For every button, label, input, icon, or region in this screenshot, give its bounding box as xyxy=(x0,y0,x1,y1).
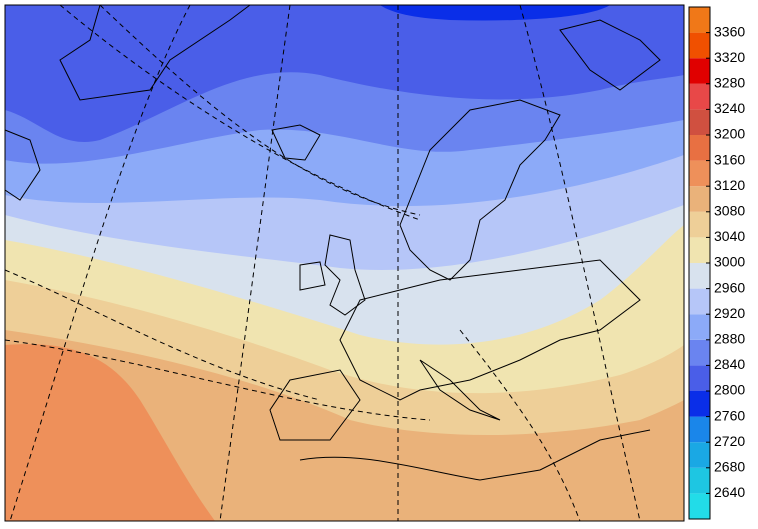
colorbar-label: 2840 xyxy=(714,356,745,372)
band xyxy=(380,5,610,21)
graticule xyxy=(4,4,641,522)
colorbar-box xyxy=(689,339,710,366)
colorbar-box xyxy=(689,493,710,519)
colorbar-box xyxy=(689,135,710,161)
colorbar-box xyxy=(689,237,710,263)
colorbar-box xyxy=(689,160,710,187)
colorbar-label: 3200 xyxy=(714,126,745,142)
colorbar-box xyxy=(689,365,710,391)
colorbar-label: 2720 xyxy=(714,433,745,449)
colorbar-label: 2960 xyxy=(714,279,745,295)
colorbar-label: 2640 xyxy=(714,484,745,500)
colorbar-box xyxy=(689,186,710,212)
colorbar-label: 3160 xyxy=(714,151,745,167)
colorbar-box xyxy=(689,314,710,340)
colorbar-box xyxy=(689,32,710,59)
colorbar-label: 3320 xyxy=(714,49,745,65)
colorbar: 2640 2680 2720 2760 2800 2840 2880 2920 2960 3000… xyxy=(688,6,745,520)
band xyxy=(5,344,215,521)
colorbar-label: 3080 xyxy=(714,203,745,219)
colorbar-box xyxy=(689,416,710,443)
map-border xyxy=(4,4,685,522)
colorbar-box xyxy=(689,288,710,315)
colorbar-label: 3040 xyxy=(714,228,745,244)
band xyxy=(600,455,684,521)
colorbar-box xyxy=(689,467,710,494)
colorbar-box xyxy=(689,211,710,238)
colorbar-box xyxy=(689,7,710,33)
colorbar-label: 3240 xyxy=(714,100,745,116)
colorbar-label: 2760 xyxy=(714,407,745,423)
colorbar-label: 2880 xyxy=(714,331,745,347)
map-panel xyxy=(4,4,685,522)
colorbar-label: 2800 xyxy=(714,382,745,398)
band xyxy=(5,5,60,80)
colorbar-label: 2680 xyxy=(714,459,745,475)
colorbar-label: 3000 xyxy=(714,254,745,270)
colorbar-box xyxy=(689,58,710,84)
colorbar-box xyxy=(689,263,710,289)
colorbar-label: 3120 xyxy=(714,177,745,193)
colorbar-box xyxy=(689,391,710,417)
colorbar-label: 3360 xyxy=(714,23,745,39)
colorbar-box xyxy=(689,109,710,135)
colorbar-label: 3280 xyxy=(714,75,745,91)
colorbar-box xyxy=(689,442,710,468)
colorbar-box xyxy=(689,83,710,110)
coastlines xyxy=(4,4,661,481)
colorbar-label: 2920 xyxy=(714,305,745,321)
